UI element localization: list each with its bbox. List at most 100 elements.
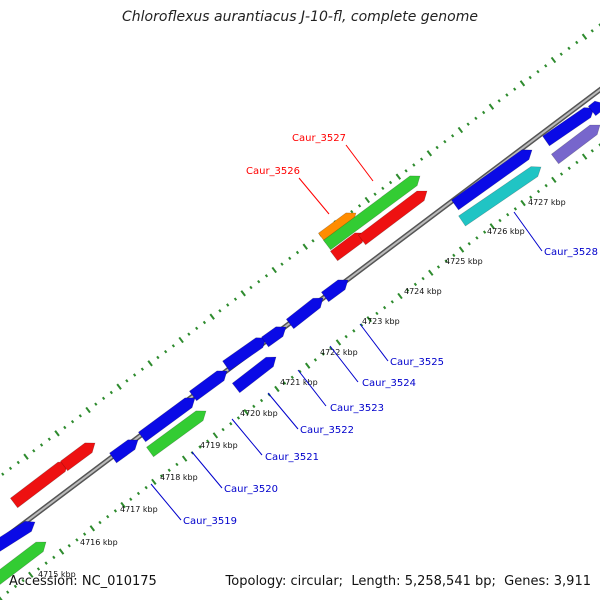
- gene-label[interactable]: Caur_3528: [544, 247, 598, 258]
- inner-track-tick: [198, 445, 202, 449]
- outer-track-tick: [271, 266, 277, 274]
- outer-track-tick: [257, 279, 261, 284]
- gene-arrow: [59, 442, 96, 472]
- scale-label: 4719 kbp: [200, 441, 238, 450]
- callout-line: [359, 323, 389, 362]
- gene-label[interactable]: Caur_3519: [183, 516, 237, 527]
- outer-track-tick: [116, 383, 122, 390]
- inner-track-tick: [467, 242, 471, 246]
- inner-track-tick: [335, 339, 342, 346]
- inner-track-tick: [498, 218, 502, 223]
- inner-track-tick: [82, 532, 87, 536]
- inner-track-tick: [98, 520, 102, 525]
- outer-track-tick: [590, 29, 594, 33]
- gene-label[interactable]: Caur_3524: [362, 378, 416, 389]
- inner-track-tick: [175, 462, 179, 467]
- scale-label: 4723 kbp: [362, 317, 400, 326]
- inner-track-tick: [352, 329, 356, 333]
- gene-label[interactable]: Caur_3523: [330, 403, 384, 414]
- outer-track-tick: [598, 23, 600, 27]
- inner-track-tick: [489, 223, 496, 230]
- scale-label: 4717 kbp: [120, 505, 158, 514]
- inner-track-tick: [551, 176, 557, 184]
- outer-track-tick: [156, 355, 160, 360]
- outer-track-tick: [373, 192, 377, 196]
- outer-track-tick: [581, 33, 588, 40]
- gene-arrow: [357, 190, 428, 246]
- scale-label: 4718 kbp: [160, 473, 198, 482]
- inner-track-tick: [167, 468, 171, 472]
- gene-arrow: [109, 439, 139, 464]
- gene-label[interactable]: Caur_3522: [300, 425, 354, 436]
- inner-track-tick: [590, 149, 594, 153]
- inner-track-tick: [151, 478, 157, 486]
- gene-arrow: [329, 232, 366, 262]
- inner-track-tick: [52, 555, 56, 560]
- callout-line: [150, 483, 182, 521]
- gene-arrow: [322, 175, 421, 251]
- gene-arrow: [542, 107, 595, 147]
- gene-label[interactable]: Caur_3520: [224, 484, 278, 495]
- callout-line: [267, 392, 299, 430]
- gene-arrow: [0, 541, 47, 585]
- outer-track-tick: [226, 303, 230, 307]
- gene-arrow: [222, 337, 267, 372]
- outer-track-tick: [567, 46, 571, 51]
- inner-track-tick: [536, 189, 541, 194]
- outer-track-tick: [264, 274, 269, 278]
- outer-track-tick: [443, 139, 447, 144]
- inner-track-tick: [375, 311, 379, 316]
- callout-line: [329, 345, 359, 383]
- outer-track-tick: [32, 449, 36, 453]
- inner-track-tick: [58, 548, 65, 555]
- outer-track-tick: [240, 290, 246, 297]
- inner-track-tick: [13, 584, 18, 589]
- inner-track-tick: [75, 538, 79, 542]
- outer-track-tick: [39, 443, 44, 447]
- outer-track-tick: [457, 126, 464, 134]
- inner-track-tick: [120, 501, 126, 509]
- inner-track-tick: [598, 143, 600, 147]
- outer-track-tick: [505, 93, 509, 97]
- inner-track-tick: [159, 474, 164, 478]
- gene-label[interactable]: Caur_3521: [265, 452, 319, 463]
- scale-labels: 4715 kbp 4716 kbp 4717 kbp 4718 kbp 4719 kbp…: [38, 198, 566, 579]
- inner-track-tick: [413, 282, 418, 287]
- outer-track-tick: [140, 367, 145, 371]
- scale-label: 4725 kbp: [445, 257, 483, 266]
- outer-track-tick: [513, 87, 517, 91]
- accession-value: NC_010175: [81, 574, 157, 589]
- gene-arrow: [137, 397, 196, 443]
- gene-arrow: [550, 124, 600, 165]
- outer-track-tick: [85, 406, 91, 414]
- inner-track-tick: [282, 381, 287, 385]
- inner-track-tick: [567, 166, 571, 170]
- inner-track-tick: [421, 276, 425, 281]
- topology-value: circular: [290, 574, 339, 589]
- outer-track-tick: [404, 169, 408, 173]
- outer-track-tick: [233, 297, 238, 301]
- inner-track-tick: [406, 288, 410, 292]
- inner-track-tick: [252, 404, 256, 409]
- gene-label[interactable]: Caur_3525: [390, 357, 444, 368]
- inner-track-tick: [544, 183, 548, 188]
- gene-label-highlighted[interactable]: Caur_3527: [292, 133, 346, 144]
- outer-track-tick: [559, 52, 563, 56]
- inner-track-tick: [304, 362, 311, 369]
- scale-label: 4716 kbp: [80, 538, 118, 547]
- outer-track-tick: [575, 40, 579, 45]
- inner-track-tick: [513, 207, 518, 211]
- outer-tick-track: [1, 23, 600, 476]
- outer-track-tick: [311, 239, 315, 243]
- inner-track-tick: [221, 427, 225, 432]
- gene-arrow: [9, 461, 69, 509]
- scale-label: 4724 kbp: [404, 287, 442, 296]
- scale-label: 4722 kbp: [320, 348, 358, 357]
- gene-label-highlighted[interactable]: Caur_3526: [246, 166, 300, 177]
- inner-track-tick: [206, 439, 210, 443]
- callout-line: [513, 211, 543, 252]
- inner-track-tick: [458, 246, 465, 253]
- outer-track-tick: [412, 163, 416, 167]
- inner-track-tick: [144, 485, 148, 490]
